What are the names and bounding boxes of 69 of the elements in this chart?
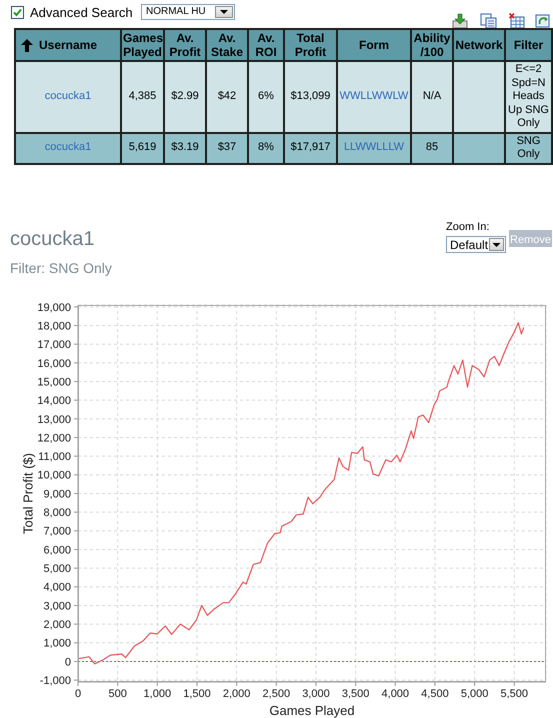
x-tick-label: 1,000 xyxy=(144,688,172,700)
y-tick-label: 0 xyxy=(64,656,71,668)
x-tick-label: 3,500 xyxy=(342,688,370,700)
y-tick-label: 15,000 xyxy=(37,376,71,388)
y-tick-label: 17,000 xyxy=(37,339,71,352)
x-tick-label: 3,000 xyxy=(302,688,330,700)
category-label: Network xyxy=(453,29,505,61)
dropdown: NORMAL HU xyxy=(141,4,235,20)
text: $37 xyxy=(218,141,236,154)
text: $3.19 xyxy=(171,141,199,154)
text: 5,619 xyxy=(128,141,156,154)
text: cocucka1 xyxy=(44,141,92,154)
text: WWLLWWLW xyxy=(340,90,408,102)
text: N/A xyxy=(422,90,442,102)
y-tick-label: 1,000 xyxy=(43,638,71,650)
x-tick-label: 500 xyxy=(108,688,127,700)
text: SNG Only xyxy=(516,134,540,160)
text: cocucka1 xyxy=(44,90,92,102)
category-label: Total Profit xyxy=(284,29,337,61)
y-tick-label: 7,000 xyxy=(43,526,71,538)
category-label: Filter xyxy=(505,29,552,61)
y-tick-label: 18,000 xyxy=(37,320,71,332)
x-tick-label: 5,000 xyxy=(460,688,488,700)
category-label: Av. Profit xyxy=(164,29,206,61)
text: 8% xyxy=(258,141,274,154)
y-tick-label: 4,000 xyxy=(43,582,71,594)
text: $17,917 xyxy=(290,141,330,154)
y-tick-label: 5,000 xyxy=(43,563,71,576)
text: LLWWLLLW xyxy=(344,141,404,154)
x-tick-label: 4,500 xyxy=(421,688,449,700)
x-tick-label: 4,000 xyxy=(382,688,410,700)
text: 85 xyxy=(426,141,438,154)
y-tick-label: 12,000 xyxy=(37,432,71,444)
button: Remove xyxy=(509,230,552,247)
y-tick-label: 6,000 xyxy=(43,544,71,556)
y-tick-label: 3,000 xyxy=(43,600,71,612)
y-tick-label: 19,000 xyxy=(37,302,71,314)
category-label: Av. Stake xyxy=(206,29,248,61)
category-label: Av. ROI xyxy=(248,29,284,61)
y-tick-label: 14,000 xyxy=(37,395,71,408)
text: $13,099 xyxy=(290,90,330,102)
text: $42 xyxy=(218,90,236,102)
text: Advanced Search xyxy=(30,5,133,20)
chart-title: cocucka1 xyxy=(10,228,94,251)
y-tick-label: 11,000 xyxy=(38,451,71,464)
y-tick-label: 10,000 xyxy=(37,470,71,482)
text: $2.99 xyxy=(171,90,199,102)
x-tick-label: 1,500 xyxy=(183,688,211,700)
y-tick-label: 2,000 xyxy=(43,619,71,632)
x-tick-label: 2,500 xyxy=(262,688,290,700)
category-label: Username xyxy=(15,29,121,61)
y-tick-label: 13,000 xyxy=(37,414,71,426)
chart-subtitle: Filter: SNG Only xyxy=(10,260,112,276)
x-tick-label: 2,000 xyxy=(222,688,250,700)
category-label: Form xyxy=(337,29,411,61)
y-tick-label: 16,000 xyxy=(37,358,71,370)
text: 4,385 xyxy=(128,90,156,102)
text: E<=2 Spd=N Heads Up SNG Only xyxy=(508,63,549,129)
y-axis-title: Total Profit ($) xyxy=(20,453,36,534)
text: 6% xyxy=(258,90,274,102)
category-label: Ability /100 xyxy=(411,29,453,61)
text: Zoom In: xyxy=(446,221,490,233)
x-tick-label: 5,500 xyxy=(500,688,528,700)
y-tick-label: 9,000 xyxy=(43,488,71,500)
x-tick-label: 0 xyxy=(74,688,82,700)
y-tick-label: -1,000 xyxy=(40,675,71,688)
y-tick-label: 8,000 xyxy=(43,507,71,520)
x-axis-title: Games Played xyxy=(269,703,355,718)
dropdown: Default xyxy=(446,236,506,253)
